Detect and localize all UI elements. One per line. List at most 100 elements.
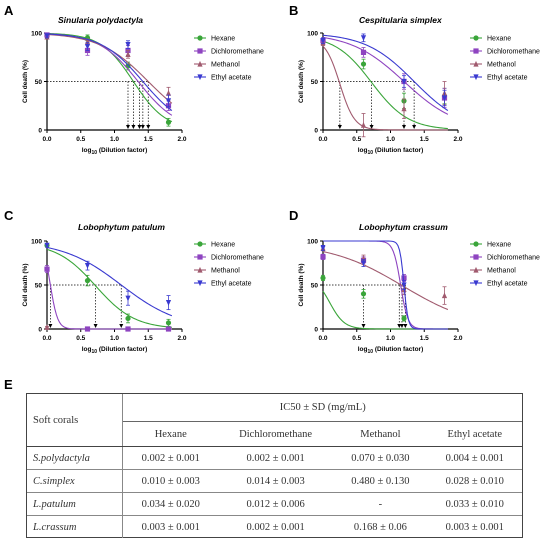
table-cell: 0.010 ± 0.003 — [122, 469, 219, 493]
chart-svg: 0.0 0.5 1.0 1.5 2.0 0 50 100 Cell death (%) log10… — [22, 31, 264, 157]
data-point — [165, 326, 172, 332]
fit-curve — [46, 246, 173, 317]
chart-svg: 0.0 0.5 1.0 1.5 2.0 0 50 100 Cell death (%) log10… — [22, 239, 264, 356]
table-column-row: Hexane Dichloromethane Methanol Ethyl ac… — [27, 421, 522, 447]
table-row: L.crassum 0.003 ± 0.001 0.002 ± 0.001 0.… — [27, 515, 522, 538]
y-axis-label: Cell death (%) — [298, 60, 305, 103]
y-tick-label: 100 — [307, 239, 318, 246]
legend-marker — [473, 254, 479, 260]
panel-label: E — [4, 377, 13, 392]
chart-svg: 0.0 0.5 1.0 1.5 2.0 0 50 100 Cell death (%) log10… — [298, 239, 540, 356]
data-point — [441, 95, 448, 102]
table-cell: 0.003 ± 0.001 — [445, 521, 504, 533]
x-tick-label: 0.5 — [76, 335, 85, 342]
y-tick-label: 100 — [31, 31, 42, 38]
species-cell: C.simplex — [27, 469, 124, 493]
x-tick-label: 1.5 — [420, 335, 429, 342]
data-point — [320, 38, 326, 44]
legend-marker — [197, 241, 203, 247]
data-point — [44, 242, 50, 249]
fit-curve — [46, 32, 173, 123]
series-methanol — [320, 39, 448, 138]
legend-item: Ethyl acetate — [470, 74, 528, 82]
y-tick-label: 50 — [311, 283, 319, 290]
data-point — [165, 320, 172, 326]
chart-panel-a: A Sinularia polydactyla 0.0 0.5 1.0 1.5 2.0 0… — [0, 0, 275, 157]
data-point — [441, 292, 448, 299]
data-point — [84, 278, 91, 284]
data-point — [360, 35, 367, 41]
y-tick-label: 100 — [307, 31, 318, 38]
y-axis-label: Cell death (%) — [22, 60, 29, 103]
data-point — [360, 122, 367, 128]
species-cell: L.crassum — [27, 515, 124, 538]
x-tick-label: 1.5 — [144, 335, 153, 342]
x-tick-label: 0.5 — [352, 136, 361, 143]
x-tick-label: 2.0 — [177, 335, 186, 342]
x-tick-label: 0.0 — [42, 335, 51, 342]
x-tick-label: 1.5 — [420, 136, 429, 143]
data-point — [125, 42, 131, 48]
species-cell: S.polydactyla — [27, 446, 124, 470]
legend-marker — [197, 74, 203, 81]
legend-item: Hexane — [470, 241, 511, 249]
series-dichloromethane — [44, 265, 172, 332]
y-tick-label: 0 — [38, 128, 42, 135]
series-hexane — [44, 242, 172, 328]
legend-item: Hexane — [194, 241, 235, 249]
table-cell: 0.012 ± 0.006 — [218, 492, 334, 516]
legend-item: Ethyl acetate — [470, 280, 528, 288]
y-axis-label: Cell death (%) — [22, 264, 29, 307]
ic50-arrow — [48, 324, 53, 328]
y-tick-label: 100 — [31, 239, 42, 246]
series-methanol — [320, 244, 449, 311]
legend-marker — [473, 60, 479, 67]
legend-item: Ethyl acetate — [194, 280, 252, 288]
x-tick-label: 0.5 — [76, 136, 85, 143]
data-point — [401, 282, 407, 289]
y-tick-label: 0 — [38, 327, 42, 334]
ic50-arrow — [397, 324, 402, 328]
ic50-arrow — [146, 125, 151, 129]
table-cell: - — [333, 492, 428, 516]
x-tick-label: 0.0 — [318, 335, 327, 342]
x-axis-label: log10 (Dilution factor) — [358, 346, 424, 355]
table-cell: 0.002 ± 0.001 — [122, 446, 219, 470]
table-cell: 0.028 ± 0.010 — [427, 469, 522, 493]
table-cell: 0.004 ± 0.001 — [427, 446, 522, 470]
table-cell: 0.480 ± 0.130 — [333, 469, 428, 493]
legend-item: Hexane — [194, 35, 235, 43]
data-point — [84, 263, 91, 269]
data-point — [125, 315, 131, 322]
ic50-table: Soft corals IC50 ± SD (mg/mL) Hexane Dic… — [26, 393, 523, 538]
legend-label: Ethyl acetate — [211, 75, 252, 82]
series-ethyl-acetate — [320, 240, 448, 330]
series-methanol — [44, 324, 50, 330]
legend-item: Methanol — [470, 60, 516, 69]
legend-marker — [473, 266, 479, 273]
legend-label: Dichloromethane — [211, 49, 264, 56]
data-point — [165, 119, 172, 125]
ic50-arrow — [402, 125, 406, 129]
data-point — [401, 275, 407, 281]
fit-curve — [322, 290, 448, 330]
series-ethyl-acetate — [44, 242, 173, 317]
ic50-table-grid: Soft corals IC50 ± SD (mg/mL) Hexane Dic… — [27, 394, 522, 538]
fit-curve — [322, 251, 449, 311]
x-tick-label: 0.5 — [352, 335, 361, 342]
legend-marker — [473, 48, 479, 54]
legend-item: Hexane — [470, 35, 511, 43]
legend-item: Methanol — [194, 266, 240, 275]
legend-label: Ethyl acetate — [487, 281, 528, 288]
data-point — [125, 51, 131, 57]
series-hexane — [320, 274, 448, 330]
x-tick-label: 0.0 — [318, 136, 327, 143]
data-point — [125, 295, 131, 302]
y-tick-label: 50 — [35, 283, 43, 290]
column-header: Dichloromethane — [218, 421, 334, 447]
legend-marker — [197, 266, 203, 273]
x-axis-label: log10 (Dilution factor) — [82, 147, 148, 156]
panel-title: Sinularia polydactyla — [58, 15, 144, 25]
fit-curve — [46, 33, 173, 116]
panel-title: Cespitularia simplex — [359, 15, 442, 25]
